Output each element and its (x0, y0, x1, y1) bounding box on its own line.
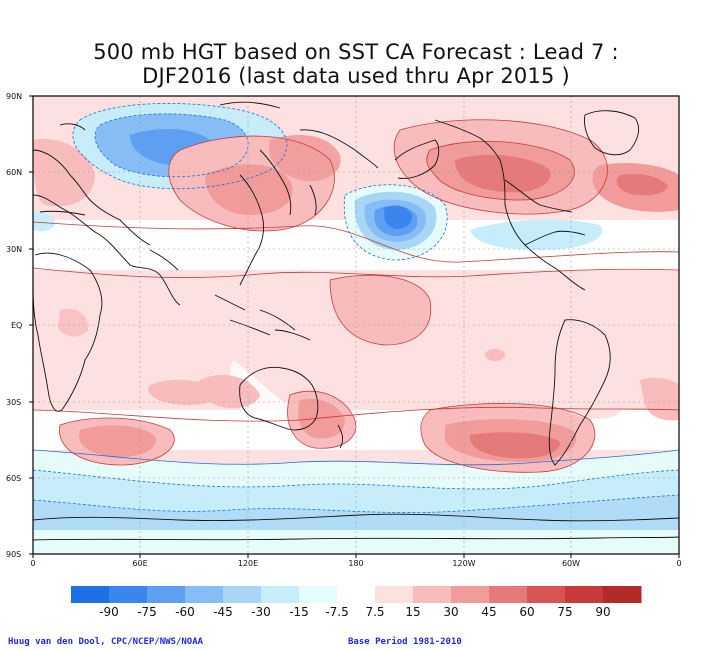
lon-label-120w: 120W (452, 559, 476, 568)
coastlines (33, 101, 679, 541)
color-bar-label: 15 (405, 605, 421, 619)
lat-label-30s: 30S (6, 398, 22, 407)
lon-label-0-west: 0 (30, 559, 36, 568)
base-period-text: Base Period 1981-2010 (348, 637, 462, 647)
color-bar-label: 60 (519, 605, 535, 619)
lon-label-120e: 120E (237, 559, 259, 568)
credit-text: Huug van den Dool, CPC/NCEP/NWS/NOAA (8, 637, 204, 647)
lon-label-60w: 60W (561, 559, 581, 568)
color-bar-swatch (109, 586, 148, 603)
color-bar-label: 90 (595, 605, 611, 619)
axis-ticks (29, 95, 680, 558)
color-bar-label: -45 (213, 605, 233, 619)
color-bar-swatch (71, 586, 110, 603)
lat-lon-grid (33, 96, 679, 554)
color-bar-swatch (337, 586, 376, 603)
lat-label-60n: 60N (6, 168, 23, 177)
color-bar-label: -30 (251, 605, 271, 619)
lon-label-60e: 60E (132, 559, 148, 568)
color-bar-swatch (527, 586, 566, 603)
color-bar-label: -90 (99, 605, 119, 619)
color-bar-swatch (413, 586, 452, 603)
color-bar-swatch (603, 586, 642, 603)
color-bar-swatch (375, 586, 414, 603)
color-bar-swatch (299, 586, 338, 603)
color-bar-label: 7.5 (365, 605, 385, 619)
color-bar-swatch (565, 586, 604, 603)
map-title-line2: DJF2016 (last data used thru Apr 2015 ) (142, 64, 570, 88)
anomaly-shading (33, 96, 679, 554)
lat-label-30n: 30N (6, 245, 23, 254)
color-bar-swatch (147, 586, 186, 603)
color-bar-label: -7.5 (325, 605, 349, 619)
lon-label-0-east: 0 (676, 559, 682, 568)
lat-label-90s: 90S (6, 550, 22, 559)
color-bar-label: 45 (481, 605, 497, 619)
lat-label-90n: 90N (6, 92, 23, 101)
color-bar-label: 30 (443, 605, 459, 619)
color-bar-swatch (489, 586, 528, 603)
lat-label-eq: EQ (11, 321, 23, 330)
color-bar-swatch (451, 586, 490, 603)
color-bar-label: -60 (175, 605, 195, 619)
map-title-line1: 500 mb HGT based on SST CA Forecast : Le… (93, 40, 619, 64)
lon-label-180: 180 (348, 559, 364, 568)
color-bar-label: -15 (289, 605, 309, 619)
color-bar-label: 75 (557, 605, 573, 619)
color-bar-label: -75 (137, 605, 157, 619)
color-bar (71, 586, 642, 603)
color-bar-swatch (261, 586, 300, 603)
color-bar-swatch (223, 586, 262, 603)
lat-label-60s: 60S (6, 474, 22, 483)
color-bar-swatch (185, 586, 224, 603)
